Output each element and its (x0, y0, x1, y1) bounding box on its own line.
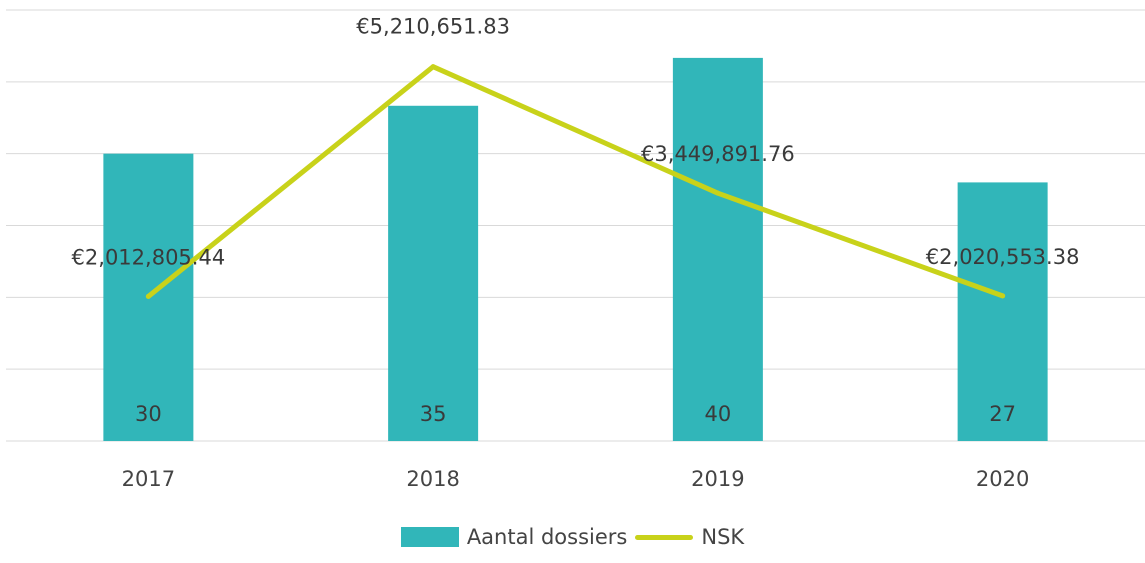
bar (672, 57, 763, 442)
bar-label: 27 (989, 402, 1016, 426)
line-label: €3,449,891.76 (641, 142, 795, 166)
nsk-line-layer (145, 64, 1006, 299)
line-label: €2,012,805.44 (72, 245, 226, 269)
nsk-point (430, 64, 436, 70)
x-tick-label: 2018 (406, 467, 459, 491)
x-tick-label: 2017 (122, 467, 175, 491)
nsk-line (145, 64, 1006, 299)
x-axis-ticks: 2017 2018 2019 2020 (122, 467, 1030, 491)
gridlines (6, 9, 1145, 442)
line-labels: €2,012,805.44 €5,210,651.83 €3,449,891.76 €… (72, 15, 1080, 270)
bars (103, 57, 1048, 442)
bar-label: 40 (705, 402, 732, 426)
bar-labels: 30 35 40 27 (135, 402, 1016, 426)
bar-label: 30 (135, 402, 162, 426)
legend: Aantal dossiers NSK (0, 525, 1145, 549)
line-label: €2,020,553.38 (926, 245, 1080, 269)
bar-label: 35 (420, 402, 447, 426)
legend-item-line: NSK (635, 525, 744, 549)
legend-swatch-line (635, 534, 694, 540)
line-label: €5,210,651.83 (356, 15, 510, 39)
x-tick-label: 2019 (691, 467, 744, 491)
bar (957, 182, 1048, 441)
legend-swatch-bar (400, 527, 459, 547)
nsk-point (145, 293, 151, 299)
nsk-point (1000, 293, 1006, 299)
bar (388, 105, 479, 442)
x-tick-label: 2020 (976, 467, 1029, 491)
legend-label-bar: Aantal dossiers (466, 525, 628, 549)
legend-label-line: NSK (701, 525, 745, 549)
nsk-point (715, 190, 721, 196)
legend-item-bar: Aantal dossiers (400, 525, 628, 549)
